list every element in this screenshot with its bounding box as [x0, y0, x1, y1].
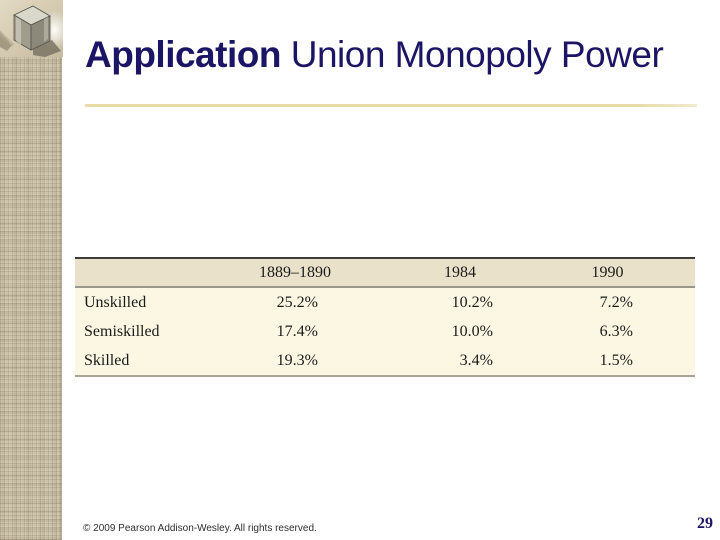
row-label: Semiskilled [75, 317, 215, 346]
column-header-1990: 1990 [545, 258, 695, 288]
column-header-blank [75, 258, 215, 288]
slide-title: Application Union Monopoly Power [85, 34, 697, 76]
table-container: 1889–1890 1984 1990 Unskilled 25.2% 10.2… [75, 257, 695, 377]
table-row: Skilled 19.3% 3.4% 1.5% [75, 346, 695, 376]
crystal-cube-icon [0, 0, 63, 57]
cell-value: 6.3% [545, 317, 695, 346]
cell-value: 10.0% [375, 317, 545, 346]
page-number: 29 [697, 515, 713, 532]
union-wage-table: 1889–1890 1984 1990 Unskilled 25.2% 10.2… [75, 257, 695, 377]
cell-value: 1.5% [545, 346, 695, 376]
cell-value: 17.4% [215, 317, 375, 346]
copyright-text: © 2009 Pearson Addison-Wesley. All right… [83, 523, 317, 534]
slide-title-lead: Application [85, 34, 281, 75]
column-header-1889-1890: 1889–1890 [215, 258, 375, 288]
cell-value: 19.3% [215, 346, 375, 376]
row-label: Unskilled [75, 287, 215, 317]
cell-value: 25.2% [215, 287, 375, 317]
column-header-1984: 1984 [375, 258, 545, 288]
row-label: Skilled [75, 346, 215, 376]
table-row: Semiskilled 17.4% 10.0% 6.3% [75, 317, 695, 346]
sidebar-texture [0, 0, 62, 540]
slide-title-rest: Union Monopoly Power [280, 34, 664, 75]
cell-value: 10.2% [375, 287, 545, 317]
table-row: Unskilled 25.2% 10.2% 7.2% [75, 287, 695, 317]
table-header-row: 1889–1890 1984 1990 [75, 258, 695, 288]
crystal-cube-image [0, 0, 63, 57]
cell-value: 3.4% [375, 346, 545, 376]
cell-value: 7.2% [545, 287, 695, 317]
title-divider [85, 104, 697, 107]
